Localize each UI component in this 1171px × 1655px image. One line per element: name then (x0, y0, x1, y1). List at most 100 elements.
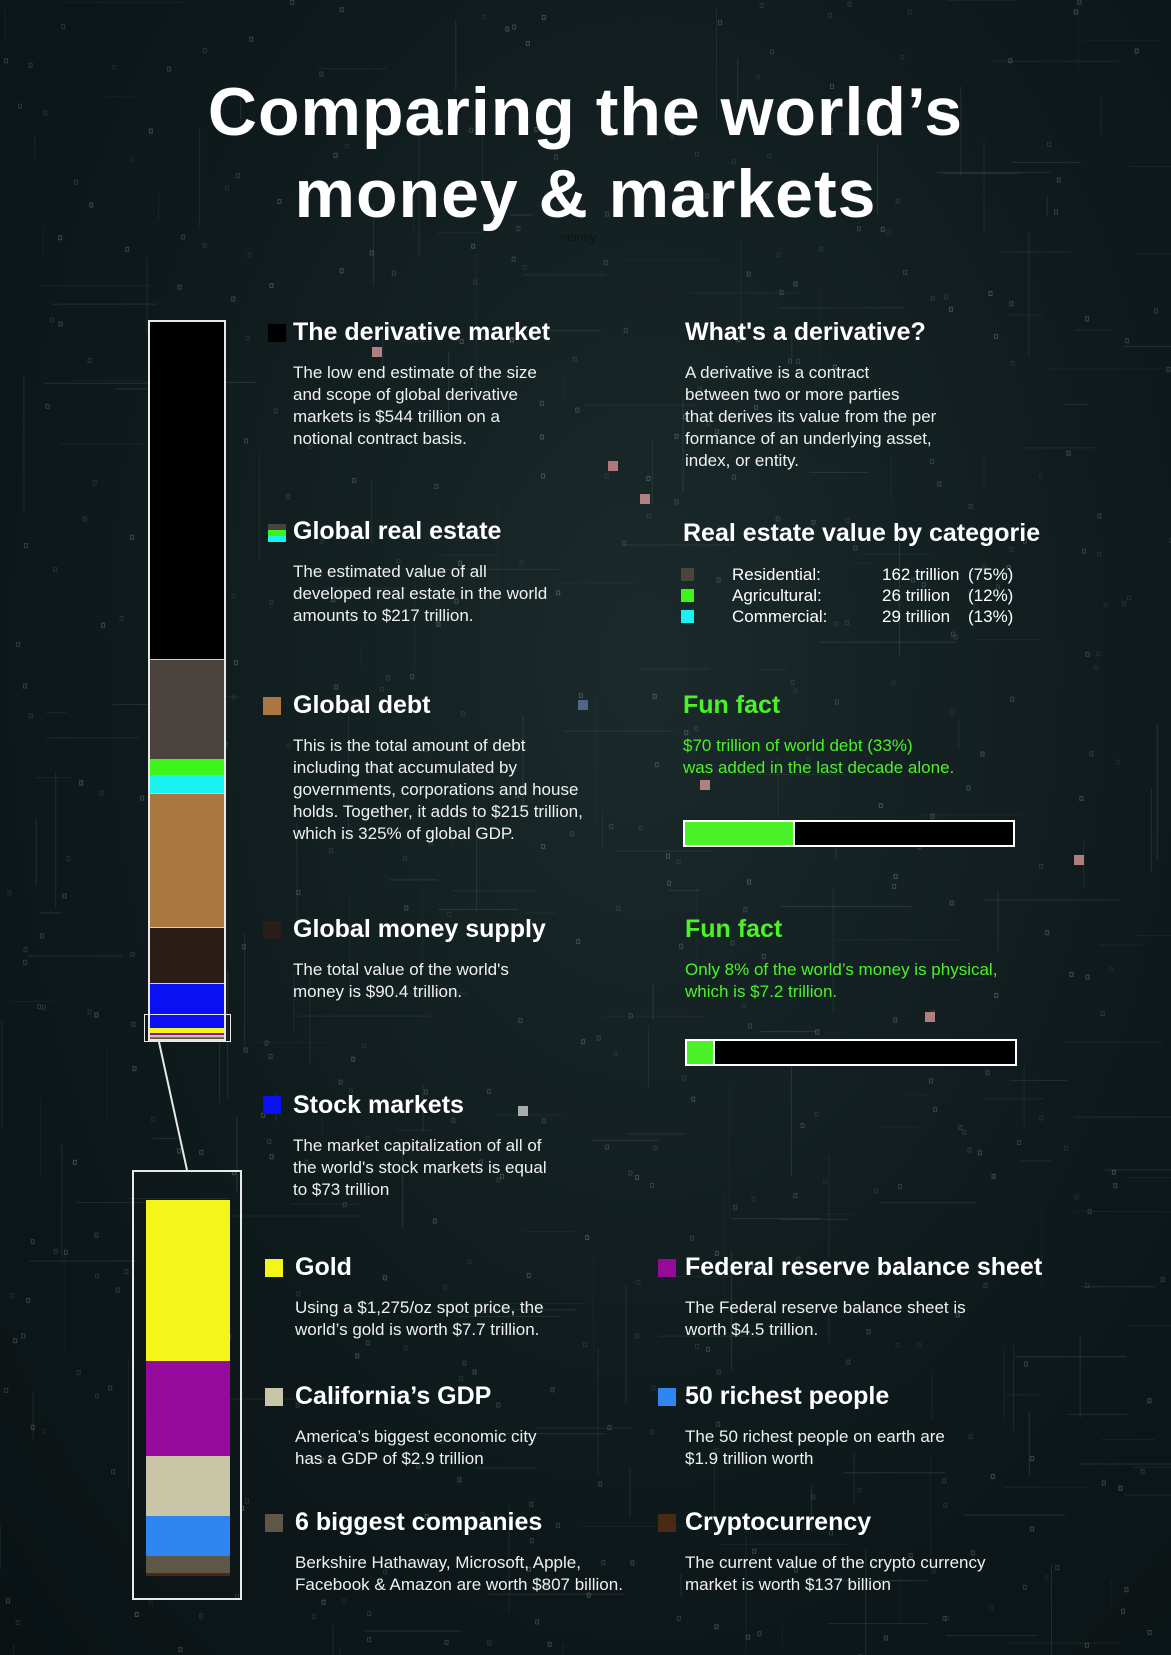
bg-dot (148, 1600, 153, 1606)
crypto-legend-square (658, 1514, 676, 1532)
bg-dot (716, 1369, 721, 1375)
bg-dot (233, 660, 238, 666)
bg-dot (716, 1421, 721, 1427)
bg-dot (21, 1333, 26, 1339)
stocks-body-line: to $73 trillion (293, 1180, 390, 1199)
bg-dot (730, 940, 735, 946)
zoom-segment-cryptocurrency (146, 1573, 230, 1576)
bg-dot (9, 1293, 14, 1299)
bg-dot (500, 1173, 505, 1179)
zoom-segment-6-biggest-companies (146, 1556, 230, 1574)
richest-body: The 50 richest people on earth are $1.9 … (685, 1426, 945, 1470)
fun-fact-2-line: which is $7.2 trillion. (685, 982, 838, 1001)
progress-fill (687, 1041, 715, 1064)
bg-dot (28, 713, 33, 719)
bg-dot (444, 1639, 449, 1645)
faint-watermark-text: money (560, 230, 597, 244)
bg-dot (676, 1615, 681, 1621)
bg-dot (321, 1599, 326, 1605)
bg-dot (754, 405, 759, 411)
bg-dot (880, 226, 885, 232)
bg-dot (459, 1376, 464, 1382)
fun-fact-1-title: Fun fact (683, 691, 781, 719)
bg-dot (578, 693, 583, 699)
bg-dot (325, 833, 330, 839)
bg-dot (686, 1266, 691, 1272)
bg-dot (469, 127, 474, 133)
zoom-segment-california-s-gdp (146, 1455, 230, 1517)
bg-dot (423, 747, 428, 753)
bg-dot (379, 687, 384, 693)
bg-dot (714, 1624, 719, 1630)
bg-dot (1056, 177, 1061, 183)
bg-dot (339, 268, 344, 274)
bg-dot (539, 434, 544, 440)
bg-dot (1009, 546, 1014, 552)
bg-dot (665, 853, 670, 859)
bg-dot (447, 912, 452, 918)
zoom-segment-federal-reserve-balance-sheet (146, 1361, 230, 1456)
progress-fill (685, 822, 795, 845)
derivative-body-line: markets is $544 trillion on a (293, 407, 500, 426)
debt-decade-progress-bar (683, 820, 1015, 847)
bg-dot (319, 71, 324, 77)
bg-dot (535, 1619, 540, 1625)
bg-dot (679, 943, 684, 949)
bg-dot (806, 756, 811, 762)
bg-dot (1055, 1565, 1060, 1571)
bg-dot (921, 582, 926, 588)
bg-dot (241, 944, 246, 950)
bg-accent (700, 780, 710, 790)
bg-dot (43, 110, 48, 116)
bg-dot (30, 1424, 35, 1430)
bg-dot (42, 1428, 47, 1434)
fed-legend-square (658, 1259, 676, 1277)
bg-dot (151, 1116, 156, 1122)
bg-dot (988, 290, 993, 296)
bg-dot (1085, 651, 1090, 657)
real-estate-body-line: The estimated value of all (293, 562, 487, 581)
bg-dot (365, 813, 370, 819)
bg-dot (1085, 1283, 1090, 1289)
bg-dot (243, 1047, 248, 1053)
debt-title: Global debt (293, 691, 431, 719)
bg-dot (403, 1345, 408, 1351)
bg-dot (344, 1258, 349, 1264)
residential-legend-square (681, 568, 694, 581)
fed-body: The Federal reserve balance sheet is wor… (685, 1297, 966, 1341)
bg-dot (4, 1387, 9, 1393)
bg-dot (743, 907, 748, 913)
bg-dot (983, 1282, 988, 1288)
bg-dot (7, 890, 12, 896)
bg-dot (1079, 795, 1084, 801)
bg-dot (895, 198, 900, 204)
bg-dot (770, 49, 775, 55)
bg-dot (650, 1429, 655, 1435)
stacked-segment-global-debt (150, 793, 224, 928)
bg-dot (861, 119, 866, 125)
bg-dot (866, 1329, 871, 1335)
bg-dot (942, 1616, 947, 1622)
bg-dot (541, 843, 546, 849)
bg-dot (1023, 538, 1028, 544)
bg-dot (623, 327, 628, 333)
bg-dot (247, 252, 252, 258)
debt-body-line: This is the total amount of debt (293, 736, 526, 755)
bg-dot (45, 403, 50, 409)
bg-dot (927, 1303, 932, 1309)
re-categories-title: Real estate value by categorie (683, 519, 1041, 547)
stacked-segment-federal-reserve-balance-sheet (150, 1032, 224, 1036)
bg-dot (432, 1218, 437, 1224)
bg-dot (761, 954, 766, 960)
bg-dot (269, 1154, 274, 1160)
bg-dot (94, 1012, 99, 1018)
bg-dot (874, 1188, 879, 1194)
bg-dot (58, 321, 63, 327)
bg-dot (1077, 0, 1082, 5)
debt-body-line: holds. Together, it adds to $215 trillio… (293, 802, 583, 821)
bg-dot (269, 282, 274, 288)
bg-dot (481, 336, 486, 342)
bg-dot (119, 616, 124, 622)
bg-dot (1081, 548, 1086, 554)
bg-dot (461, 711, 466, 717)
